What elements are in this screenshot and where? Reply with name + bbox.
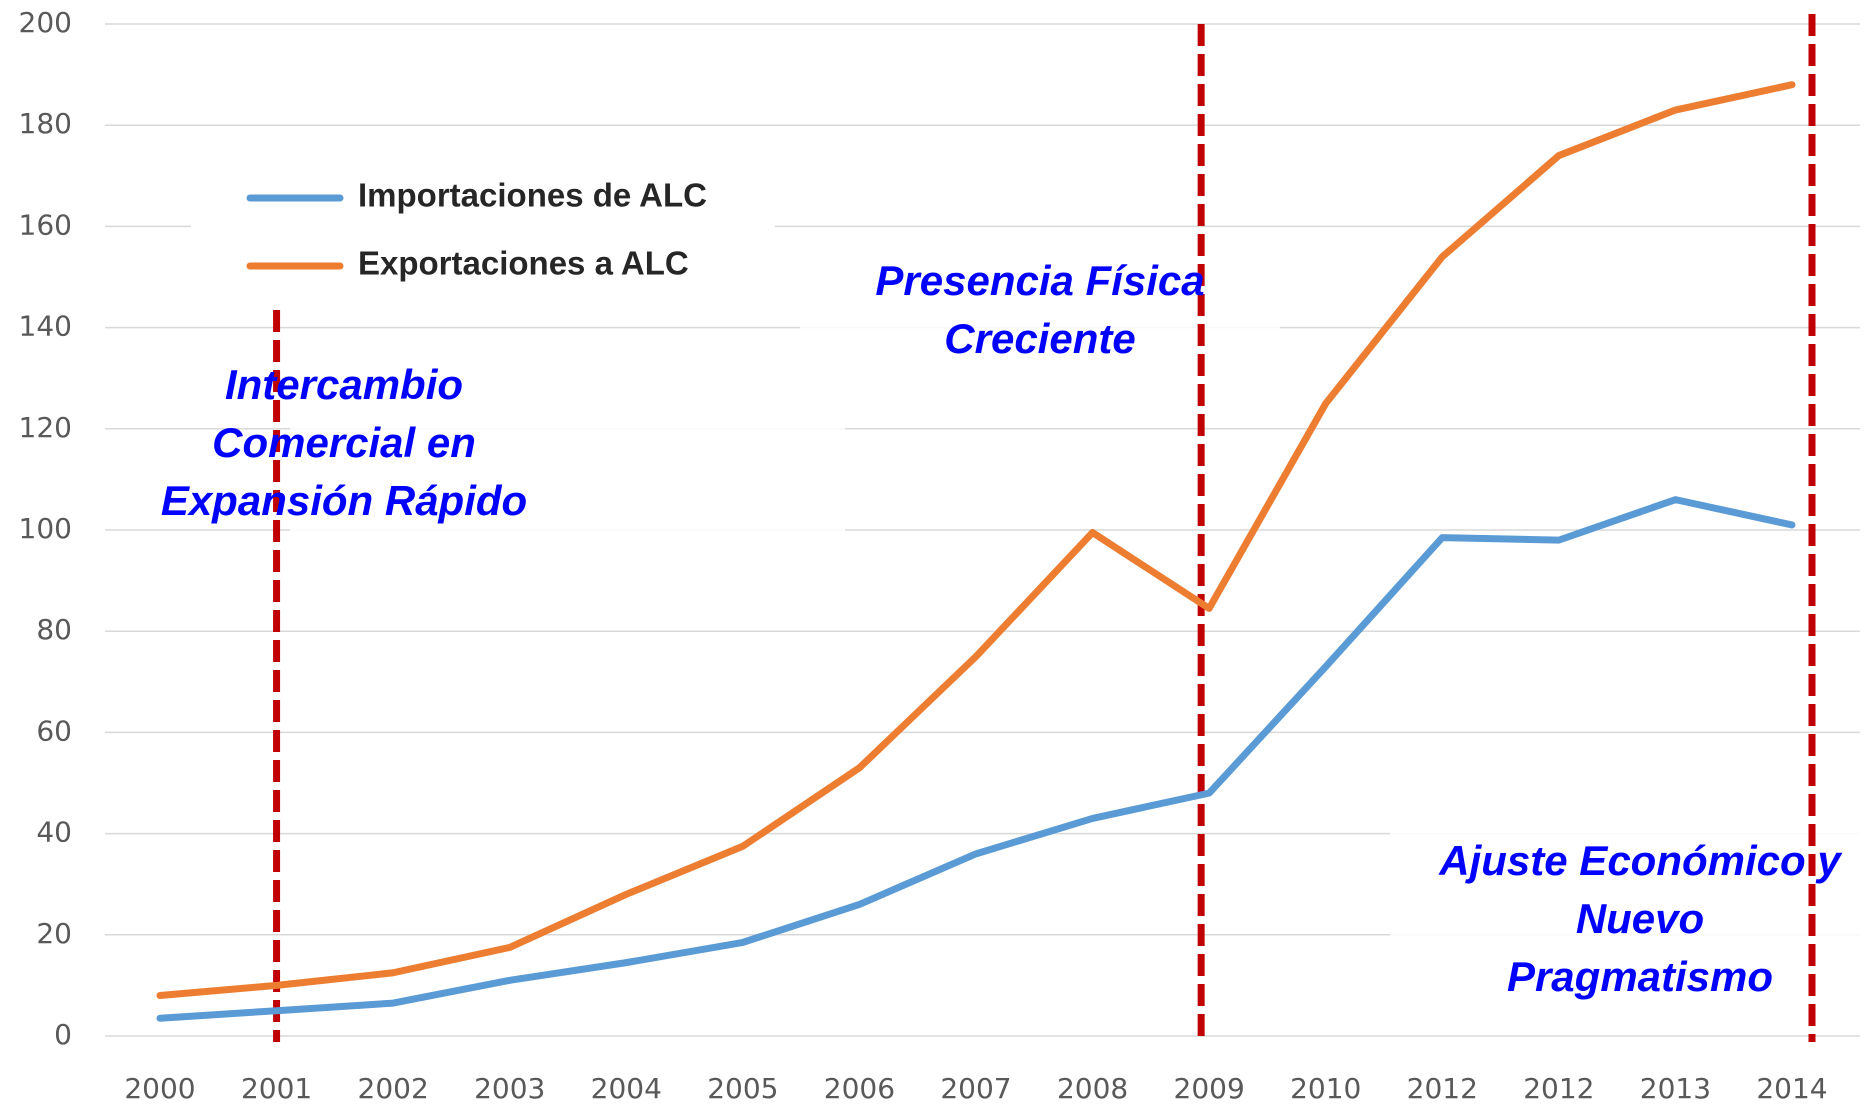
x-tick-label: 2010 xyxy=(1290,1072,1361,1105)
y-tick-label: 80 xyxy=(36,613,72,646)
x-tick-label: 2000 xyxy=(124,1072,195,1105)
annotation: Comercial en xyxy=(212,419,476,466)
x-tick-label: 2006 xyxy=(824,1072,895,1105)
legend-box xyxy=(191,167,775,292)
y-tick-label: 40 xyxy=(36,816,72,849)
y-tick-label: 120 xyxy=(19,411,72,444)
annotation: Nuevo xyxy=(1576,895,1704,942)
y-tick-label: 160 xyxy=(19,208,72,241)
annotation: Pragmatismo xyxy=(1507,953,1773,1000)
x-tick-label: 2004 xyxy=(591,1072,662,1105)
annotation: Intercambio xyxy=(225,361,463,408)
x-tick-label: 2009 xyxy=(1174,1072,1245,1105)
x-tick-label: 2002 xyxy=(358,1072,429,1105)
x-tick-label: 2013 xyxy=(1640,1072,1711,1105)
y-tick-label: 140 xyxy=(19,310,72,343)
x-tick-label: 2008 xyxy=(1057,1072,1128,1105)
y-tick-label: 60 xyxy=(36,714,72,747)
annotation: Presencia Física xyxy=(875,257,1204,304)
x-tick-label: 2003 xyxy=(474,1072,545,1105)
annotation: Expansión Rápido xyxy=(161,477,527,524)
legend-label: Importaciones de ALC xyxy=(358,177,707,214)
y-tick-label: 20 xyxy=(36,917,72,950)
series-line xyxy=(156,81,1796,1000)
x-tick-label: 2001 xyxy=(241,1072,312,1105)
y-tick-label: 180 xyxy=(19,107,72,140)
annotation-background xyxy=(1390,830,1860,1015)
y-tick-label: 0 xyxy=(54,1018,72,1051)
x-tick-label: 2007 xyxy=(940,1072,1011,1105)
annotation: Ajuste Económico y xyxy=(1438,837,1843,884)
series-line xyxy=(156,496,1796,1022)
x-tick-label: 2012 xyxy=(1407,1072,1478,1105)
y-tick-label: 200 xyxy=(19,6,72,39)
legend-label: Exportaciones a ALC xyxy=(358,245,689,282)
y-tick-label: 100 xyxy=(19,512,72,545)
x-tick-label: 2005 xyxy=(707,1072,778,1105)
annotation: Creciente xyxy=(944,315,1135,362)
x-tick-label: 2012 xyxy=(1523,1072,1594,1105)
annotation-background xyxy=(290,380,845,550)
x-tick-label: 2014 xyxy=(1756,1072,1827,1105)
